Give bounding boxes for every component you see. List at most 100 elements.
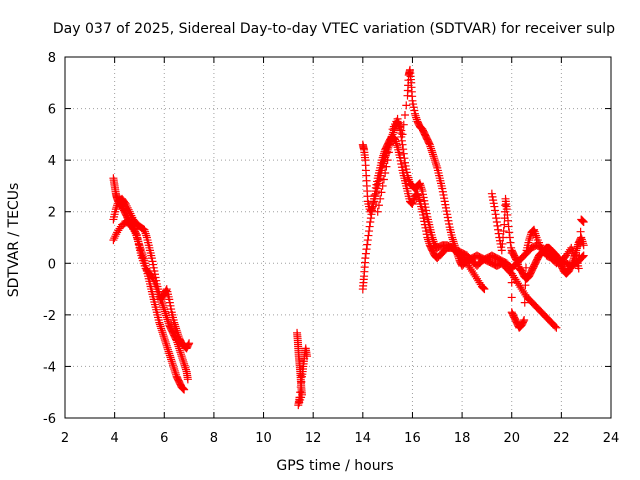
data-point-marker (572, 246, 581, 255)
data-point-marker (142, 231, 151, 240)
data-point-marker (185, 339, 194, 348)
data-point-marker (490, 202, 499, 211)
data-point-marker (492, 218, 501, 227)
data-point-marker (159, 303, 168, 312)
data-point-marker (479, 283, 488, 292)
data-point-marker (170, 365, 179, 374)
data-point-marker (505, 233, 514, 242)
data-point-marker (162, 286, 171, 295)
data-point-marker (428, 235, 437, 244)
data-point-marker (184, 340, 193, 349)
data-point-marker (497, 246, 506, 255)
data-point-marker (494, 229, 503, 238)
data-point-marker (400, 154, 409, 163)
data-point-marker (377, 188, 386, 197)
points-layer (109, 65, 588, 410)
data-point-marker (521, 281, 530, 290)
data-point-marker (302, 352, 311, 361)
data-point-marker (178, 354, 187, 363)
data-point-marker (519, 317, 528, 326)
data-point-marker (397, 126, 406, 135)
data-point-marker (383, 156, 392, 165)
data-point-marker (432, 160, 441, 169)
data-point-marker (295, 393, 304, 402)
data-point-marker (162, 341, 171, 350)
data-point-marker (450, 239, 459, 248)
data-point-marker (579, 251, 588, 260)
data-point-marker (157, 324, 166, 333)
y-tick-label: 0 (48, 257, 56, 272)
data-point-marker (490, 206, 499, 215)
data-point-marker (403, 171, 412, 180)
data-point-marker (503, 210, 512, 219)
data-point-marker (526, 232, 535, 241)
x-tick-label: 20 (503, 431, 520, 446)
data-point-marker (408, 199, 417, 208)
data-point-marker (111, 232, 120, 241)
data-point-marker (498, 239, 507, 248)
data-point-marker (507, 293, 516, 302)
data-point-marker (513, 260, 522, 269)
data-point-marker (399, 145, 408, 154)
data-point-marker (374, 201, 383, 210)
data-point-marker (399, 120, 408, 129)
chart-title: Day 037 of 2025, Sidereal Day-to-day VTE… (53, 21, 615, 37)
data-point-marker (160, 335, 169, 344)
data-point-marker (530, 225, 539, 234)
data-point-marker (166, 353, 175, 362)
data-point-marker (160, 334, 169, 343)
data-point-marker (363, 236, 372, 245)
data-point-marker (127, 211, 136, 220)
data-point-marker (525, 234, 534, 243)
data-point-marker (569, 254, 578, 263)
data-point-marker (172, 326, 181, 335)
data-point-marker (428, 150, 437, 159)
data-point-marker (571, 248, 580, 257)
data-point-marker (162, 339, 171, 348)
y-tick-label: 2 (48, 206, 56, 221)
data-point-marker (296, 388, 305, 397)
data-point-marker (165, 351, 174, 360)
y-tick-label: -2 (43, 309, 56, 324)
data-point-marker (493, 221, 502, 230)
data-point-marker (398, 130, 407, 139)
x-axis-label: GPS time / hours (276, 458, 393, 474)
data-point-marker (384, 148, 393, 157)
data-point-marker (131, 228, 140, 237)
data-point-marker (505, 228, 514, 237)
data-point-marker (479, 284, 488, 293)
data-point-marker (158, 299, 167, 308)
data-point-marker (178, 384, 187, 393)
data-point-marker (387, 132, 396, 141)
data-point-marker (578, 237, 587, 246)
data-point-marker (361, 249, 370, 258)
x-tick-label: 8 (210, 431, 218, 446)
data-point-marker (165, 349, 174, 358)
data-point-marker (180, 385, 189, 394)
data-point-marker (574, 264, 583, 273)
x-tick-label: 22 (553, 431, 570, 446)
x-tick-label: 24 (603, 431, 620, 446)
data-point-marker (432, 161, 441, 170)
data-point-marker (579, 217, 588, 226)
data-point-marker (494, 225, 503, 234)
data-point-marker (401, 111, 410, 120)
data-point-marker (163, 315, 172, 324)
data-point-marker (453, 248, 462, 257)
data-point-marker (126, 209, 135, 218)
data-point-marker (141, 227, 150, 236)
data-point-marker (159, 332, 168, 341)
data-point-marker (412, 113, 421, 122)
data-point-marker (160, 307, 169, 316)
data-point-marker (551, 322, 560, 331)
data-point-marker (414, 191, 423, 200)
data-point-marker (521, 263, 530, 272)
data-point-marker (453, 250, 462, 259)
data-point-marker (520, 298, 529, 307)
x-tick-label: 4 (110, 431, 118, 446)
data-point-marker (431, 158, 440, 167)
data-point-marker (180, 359, 189, 368)
y-axis-label: SDTVAR / TECUs (6, 183, 22, 298)
data-point-marker (572, 244, 581, 253)
